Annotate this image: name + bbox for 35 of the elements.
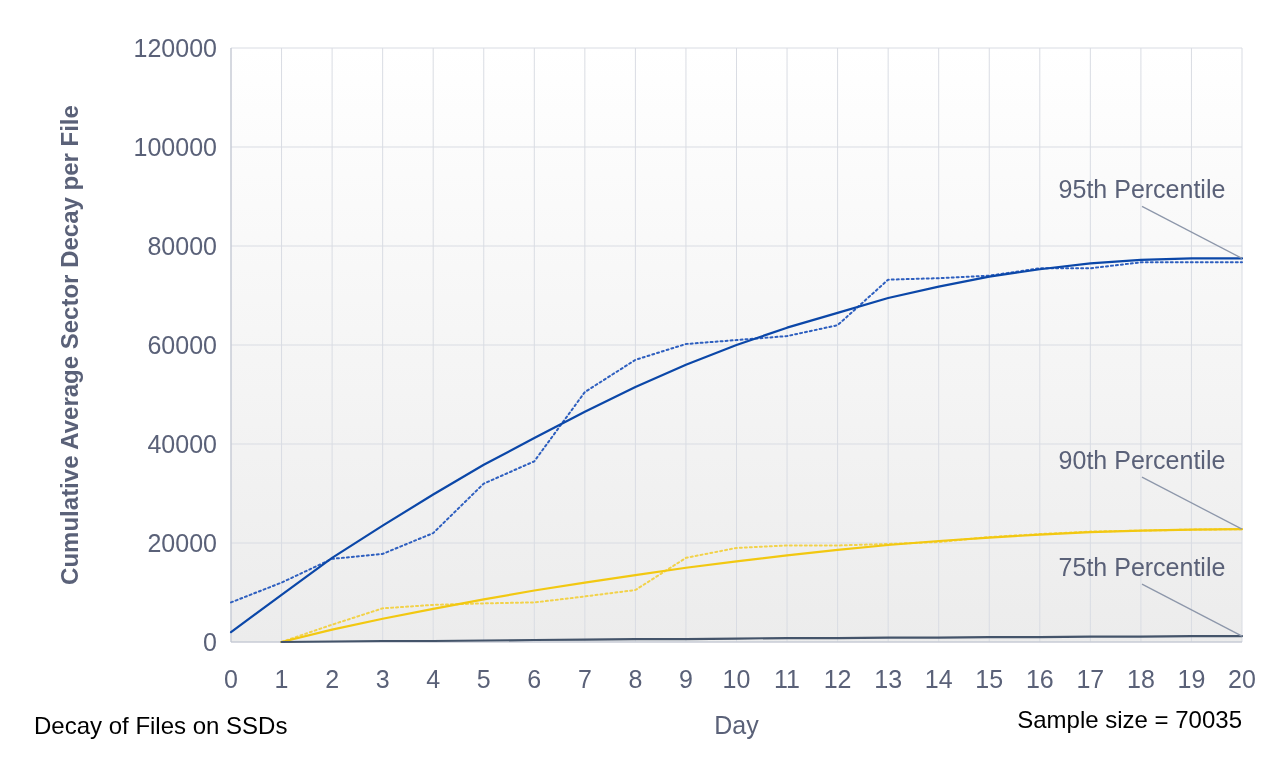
text: 90th Percentile [1058, 446, 1226, 475]
x-tick-label: 13 [874, 665, 903, 693]
text: 75th Percentile [1058, 553, 1226, 582]
x-tick-label: 4 [426, 665, 441, 693]
x-tick-label: 2 [325, 665, 340, 693]
x-tick-label: 7 [577, 665, 592, 693]
x-tick-label: 10 [722, 665, 751, 693]
y-tick-label: 0 [203, 628, 217, 656]
text: Decay of Files on SSDs [34, 712, 288, 739]
y-tick-label: 80000 [147, 232, 217, 260]
y-tick-label: 40000 [147, 430, 217, 458]
x-tick-label: 18 [1126, 665, 1155, 693]
x-tick-label: 20 [1228, 665, 1256, 693]
y-axis-title: Cumulative Average Sector Decay per File [56, 105, 83, 585]
x-tick-label: 6 [527, 665, 542, 693]
x-tick-label: 12 [823, 665, 852, 693]
x-tick-label: 17 [1076, 665, 1105, 693]
x-tick-label: 15 [975, 665, 1004, 693]
x-tick-label: 5 [476, 665, 491, 693]
x-tick-label: 3 [375, 665, 390, 693]
x-axis-title: Day [714, 711, 760, 739]
x-tick-label: 1 [274, 665, 289, 693]
x-tick-label: 14 [924, 665, 953, 693]
text: Sample size = 70035 [1017, 706, 1242, 733]
x-tick-label: 0 [224, 665, 238, 693]
x-tick-label: 16 [1025, 665, 1054, 693]
x-tick-label: 19 [1177, 665, 1206, 693]
x-tick-label: 8 [628, 665, 643, 693]
x-tick-label: 11 [774, 665, 801, 693]
x-tick-label: 9 [679, 665, 693, 693]
text: 95th Percentile [1058, 175, 1226, 204]
y-tick-label: 20000 [147, 529, 217, 557]
y-tick-label: 100000 [133, 133, 217, 161]
y-tick-label: 60000 [147, 331, 217, 359]
y-tick-label: 120000 [133, 34, 217, 62]
